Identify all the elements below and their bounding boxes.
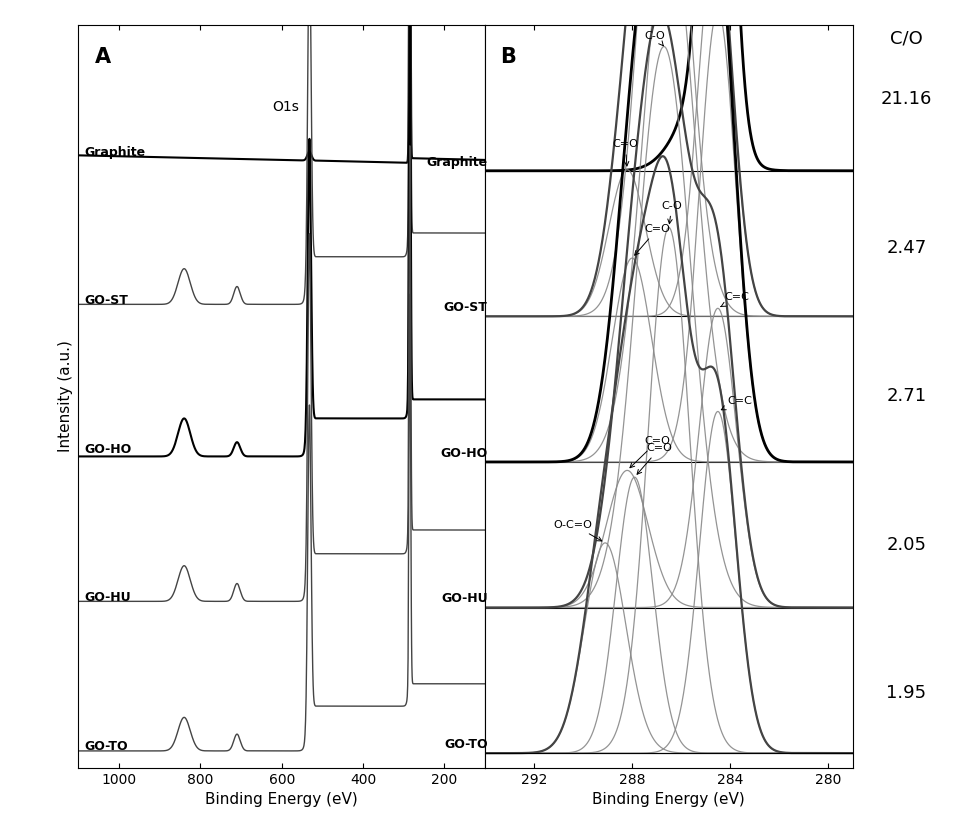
Text: C-O: C-O <box>662 201 682 224</box>
X-axis label: Binding Energy (eV): Binding Energy (eV) <box>206 792 358 807</box>
Text: O-C=O: O-C=O <box>554 519 602 541</box>
Text: C=C: C=C <box>0 838 1 839</box>
Text: GO-TO: GO-TO <box>444 738 488 751</box>
Text: GO-TO: GO-TO <box>84 740 128 753</box>
Text: C-O: C-O <box>0 838 1 839</box>
Text: Graphite: Graphite <box>84 146 146 159</box>
Text: 1.95: 1.95 <box>887 685 926 702</box>
Text: 2.47: 2.47 <box>886 239 927 257</box>
Text: C=O: C=O <box>637 443 672 474</box>
Text: GO-HU: GO-HU <box>441 592 488 606</box>
Text: C=O: C=O <box>612 139 638 166</box>
Text: 21.16: 21.16 <box>881 91 932 108</box>
Text: C-O: C-O <box>645 30 665 46</box>
Text: C=C: C=C <box>0 838 1 839</box>
Text: GO-ST: GO-ST <box>444 301 488 314</box>
Y-axis label: Intensity (a.u.): Intensity (a.u.) <box>58 341 73 452</box>
Text: GO-HU: GO-HU <box>84 591 131 604</box>
Text: 2.05: 2.05 <box>887 536 926 554</box>
Text: B: B <box>500 48 515 67</box>
Text: C-O: C-O <box>0 838 1 839</box>
Text: GO-HO: GO-HO <box>84 443 131 456</box>
Text: C/O: C/O <box>890 29 923 47</box>
Text: GO-ST: GO-ST <box>84 294 128 307</box>
Text: C=C: C=C <box>721 293 750 306</box>
Text: A: A <box>95 48 111 67</box>
Text: GO-HO: GO-HO <box>440 446 488 460</box>
Text: 2.71: 2.71 <box>887 388 926 405</box>
Text: Graphite: Graphite <box>426 155 488 169</box>
X-axis label: Binding Energy (eV): Binding Energy (eV) <box>593 792 745 807</box>
Text: C=O: C=O <box>635 224 670 255</box>
Text: C=C: C=C <box>721 395 753 409</box>
Text: O1s: O1s <box>272 101 299 114</box>
Text: C=O: C=O <box>630 436 670 467</box>
